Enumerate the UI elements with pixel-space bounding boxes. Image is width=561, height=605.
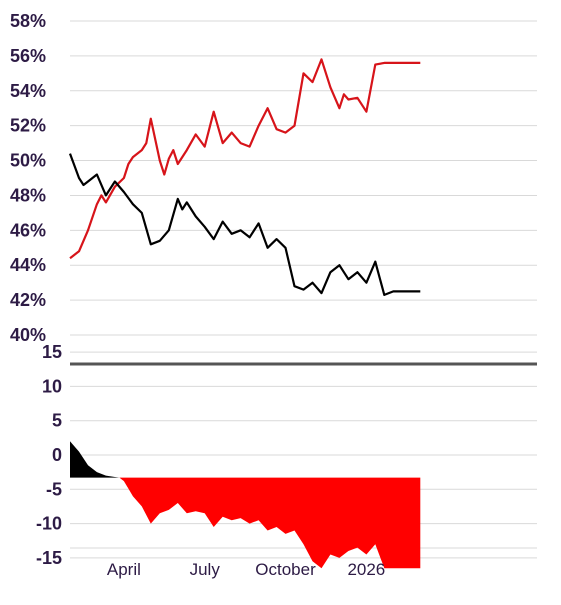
gridlines (70, 20, 537, 559)
negative-area (70, 477, 421, 569)
y-tick-label-bottom: 15 (42, 342, 62, 362)
x-tick-label: October (255, 560, 316, 579)
y-tick-label-top: 50% (10, 151, 46, 171)
share-line-series (68, 58, 421, 296)
y-tick-label-top: 48% (10, 185, 46, 205)
y-tick-label-top: 42% (10, 290, 46, 310)
y-tick-label-bottom: 0 (52, 445, 62, 465)
y-tick-label-top: 40% (10, 325, 46, 345)
tick-labels: 58% 56% 54% 52% 50% 48% 46% 44% 42% 40%15 10 5 0 -5 -1… (10, 11, 385, 579)
y-tick-label-top: 58% (10, 11, 46, 31)
y-tick-label-bottom: -15 (36, 548, 62, 568)
y-tick-label-bottom: -10 (36, 514, 62, 534)
difference-area-series (70, 441, 421, 569)
y-tick-label-top: 44% (10, 255, 46, 275)
y-tick-label-bottom: -5 (46, 479, 62, 499)
x-tick-label: April (107, 560, 141, 579)
black-series-line (68, 153, 421, 296)
y-tick-label-bottom: 10 (42, 376, 62, 396)
y-tick-label-top: 56% (10, 46, 46, 66)
positive-area (70, 441, 421, 478)
y-tick-label-top: 54% (10, 81, 46, 101)
x-tick-label: 2026 (347, 560, 385, 579)
red-series-line (69, 58, 421, 260)
y-tick-label-bottom: 5 (52, 411, 62, 431)
x-tick-label: July (190, 560, 221, 579)
y-tick-label-top: 52% (10, 116, 46, 136)
y-tick-label-top: 46% (10, 220, 46, 240)
